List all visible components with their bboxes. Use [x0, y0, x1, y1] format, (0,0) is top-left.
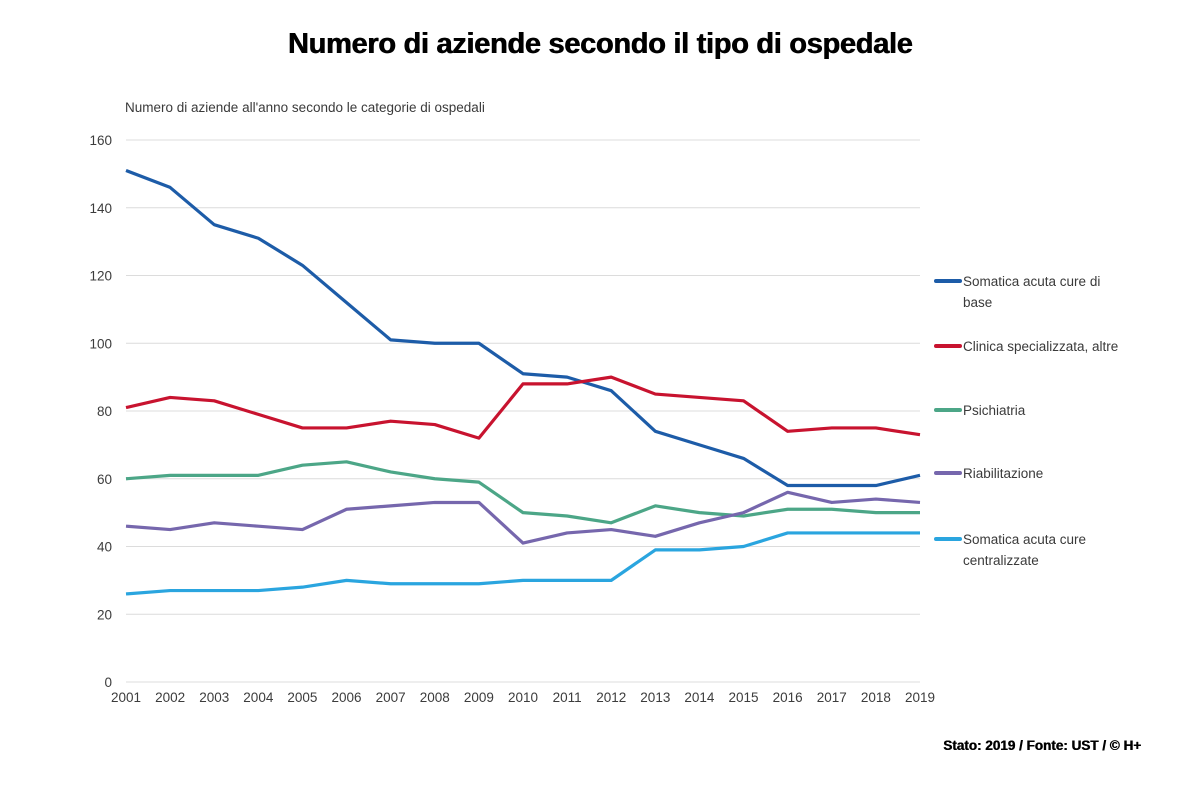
y-tick-label: 0	[104, 675, 112, 690]
series-line-0	[125, 168, 921, 488]
x-tick-label: 2010	[508, 690, 538, 705]
chart-subtitle: Numero di aziende all'anno secondo le ca…	[125, 100, 485, 115]
x-tick-label: 2003	[199, 690, 229, 705]
x-tick-label: 2002	[155, 690, 185, 705]
x-tick-label: 2015	[729, 690, 759, 705]
x-tick-label: 2009	[464, 690, 494, 705]
x-tick-label: 2001	[111, 690, 141, 705]
source-note: Stato: 2019 / Fonte: UST / © H+	[943, 738, 1141, 753]
y-tick-label: 160	[89, 133, 112, 148]
x-tick-label: 2006	[332, 690, 362, 705]
y-tick-label: 140	[89, 201, 112, 216]
y-tick-label: 60	[97, 472, 112, 487]
y-tick-label: 20	[97, 607, 112, 622]
y-tick-label: 40	[97, 540, 112, 555]
x-tick-label: 2019	[905, 690, 935, 705]
y-tick-label: 80	[97, 404, 112, 419]
chart-title: Numero di aziende secondo il tipo di osp…	[287, 28, 913, 60]
series-line-4	[125, 531, 920, 596]
x-tick-label: 2018	[861, 690, 891, 705]
x-tick-label: 2004	[243, 690, 274, 705]
y-tick-label: 100	[89, 336, 112, 351]
series-line-1	[125, 375, 921, 440]
series-line-3	[125, 490, 921, 545]
x-tick-label: 2016	[773, 690, 803, 705]
x-tick-label: 2007	[376, 690, 406, 705]
x-tick-label: 2012	[596, 690, 626, 705]
series-line-2	[125, 460, 920, 525]
x-tick-label: 2008	[420, 690, 450, 705]
x-tick-label: 2017	[817, 690, 847, 705]
x-tick-label: 2014	[684, 690, 715, 705]
x-tick-label: 2013	[640, 690, 670, 705]
y-tick-label: 120	[89, 269, 112, 284]
x-tick-label: 2011	[553, 690, 582, 705]
x-tick-label: 2005	[287, 690, 317, 705]
